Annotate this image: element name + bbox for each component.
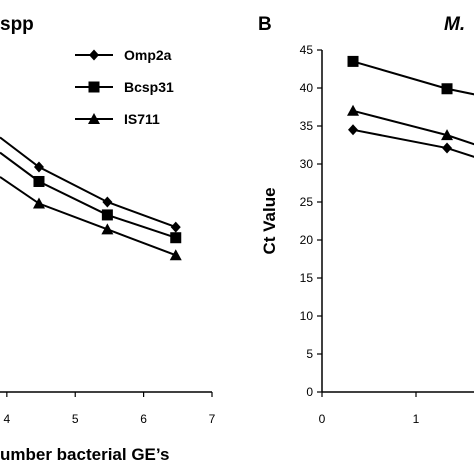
- panel-a-x-ticks: 4 5 6 7: [3, 392, 216, 426]
- y-tick-label: 40: [300, 81, 314, 95]
- y-tick-label: 45: [300, 43, 314, 57]
- legend-label: Omp2a: [124, 47, 172, 63]
- series-line-bcsp31: [352, 60, 474, 96]
- data-point-bcsp31: [347, 55, 359, 67]
- y-tick-label: 25: [300, 195, 314, 209]
- x-tick-label: 6: [140, 412, 147, 426]
- data-point-omp2a: [170, 221, 181, 233]
- data-point-is711: [347, 104, 360, 116]
- x-tick-label: 4: [3, 412, 10, 426]
- panel-a-x-axis-title: umber bacterial GE’s: [0, 445, 169, 464]
- series-line-bcsp31: [0, 151, 177, 239]
- panel-b-x-ticks: 012: [319, 392, 420, 426]
- panel-b-series-lines: [352, 60, 474, 158]
- legend-marker: [88, 113, 100, 124]
- data-point-is711: [169, 249, 182, 261]
- y-tick-label: 15: [300, 271, 314, 285]
- panel-b-letter: B: [258, 14, 272, 35]
- y-tick-label: 35: [300, 119, 314, 133]
- data-point-omp2a: [442, 142, 453, 154]
- panel-a-series-markers: [32, 161, 182, 261]
- panel-a-series-lines: [0, 136, 177, 257]
- data-point-omp2a: [348, 124, 359, 136]
- data-point-omp2a: [33, 161, 44, 173]
- data-point-bcsp31: [441, 83, 453, 95]
- x-tick-label: 1: [413, 412, 420, 426]
- y-tick-label: 20: [300, 233, 314, 247]
- data-point-bcsp31: [101, 209, 113, 221]
- panel-b-y-axis-title: Ct Value: [260, 187, 279, 254]
- x-tick-label: 0: [319, 412, 326, 426]
- data-point-is711: [32, 197, 45, 209]
- y-tick-label: 5: [306, 347, 313, 361]
- x-tick-label: 7: [209, 412, 216, 426]
- legend: Omp2a Bcsp31 IS711: [75, 47, 174, 127]
- x-tick-label: 5: [72, 412, 79, 426]
- panel-a-title: spp: [0, 14, 34, 35]
- data-point-omp2a: [102, 196, 113, 208]
- series-line-omp2a: [352, 128, 474, 158]
- panel-b-y-ticks: 0 5 10 15 20 25 30 35 40 45: [300, 43, 322, 399]
- legend-marker: [88, 81, 100, 93]
- data-point-bcsp31: [33, 175, 45, 187]
- series-line-is711: [0, 176, 177, 257]
- panel-a: spp 4 5 6 7 umber bacterial GE’s Omp2a Bcsp3…: [0, 14, 216, 464]
- legend-label: IS711: [124, 111, 160, 127]
- data-point-bcsp31: [170, 232, 182, 244]
- y-tick-label: 10: [300, 309, 314, 323]
- series-line-omp2a: [0, 136, 177, 229]
- legend-marker: [89, 49, 99, 61]
- y-tick-label: 30: [300, 157, 314, 171]
- legend-label: Bcsp31: [124, 79, 174, 95]
- data-point-is711: [441, 129, 454, 141]
- panel-b-series-markers: [347, 55, 454, 154]
- data-point-is711: [101, 223, 114, 235]
- y-tick-label: 0: [306, 385, 313, 399]
- panel-b-title: M.: [444, 14, 465, 35]
